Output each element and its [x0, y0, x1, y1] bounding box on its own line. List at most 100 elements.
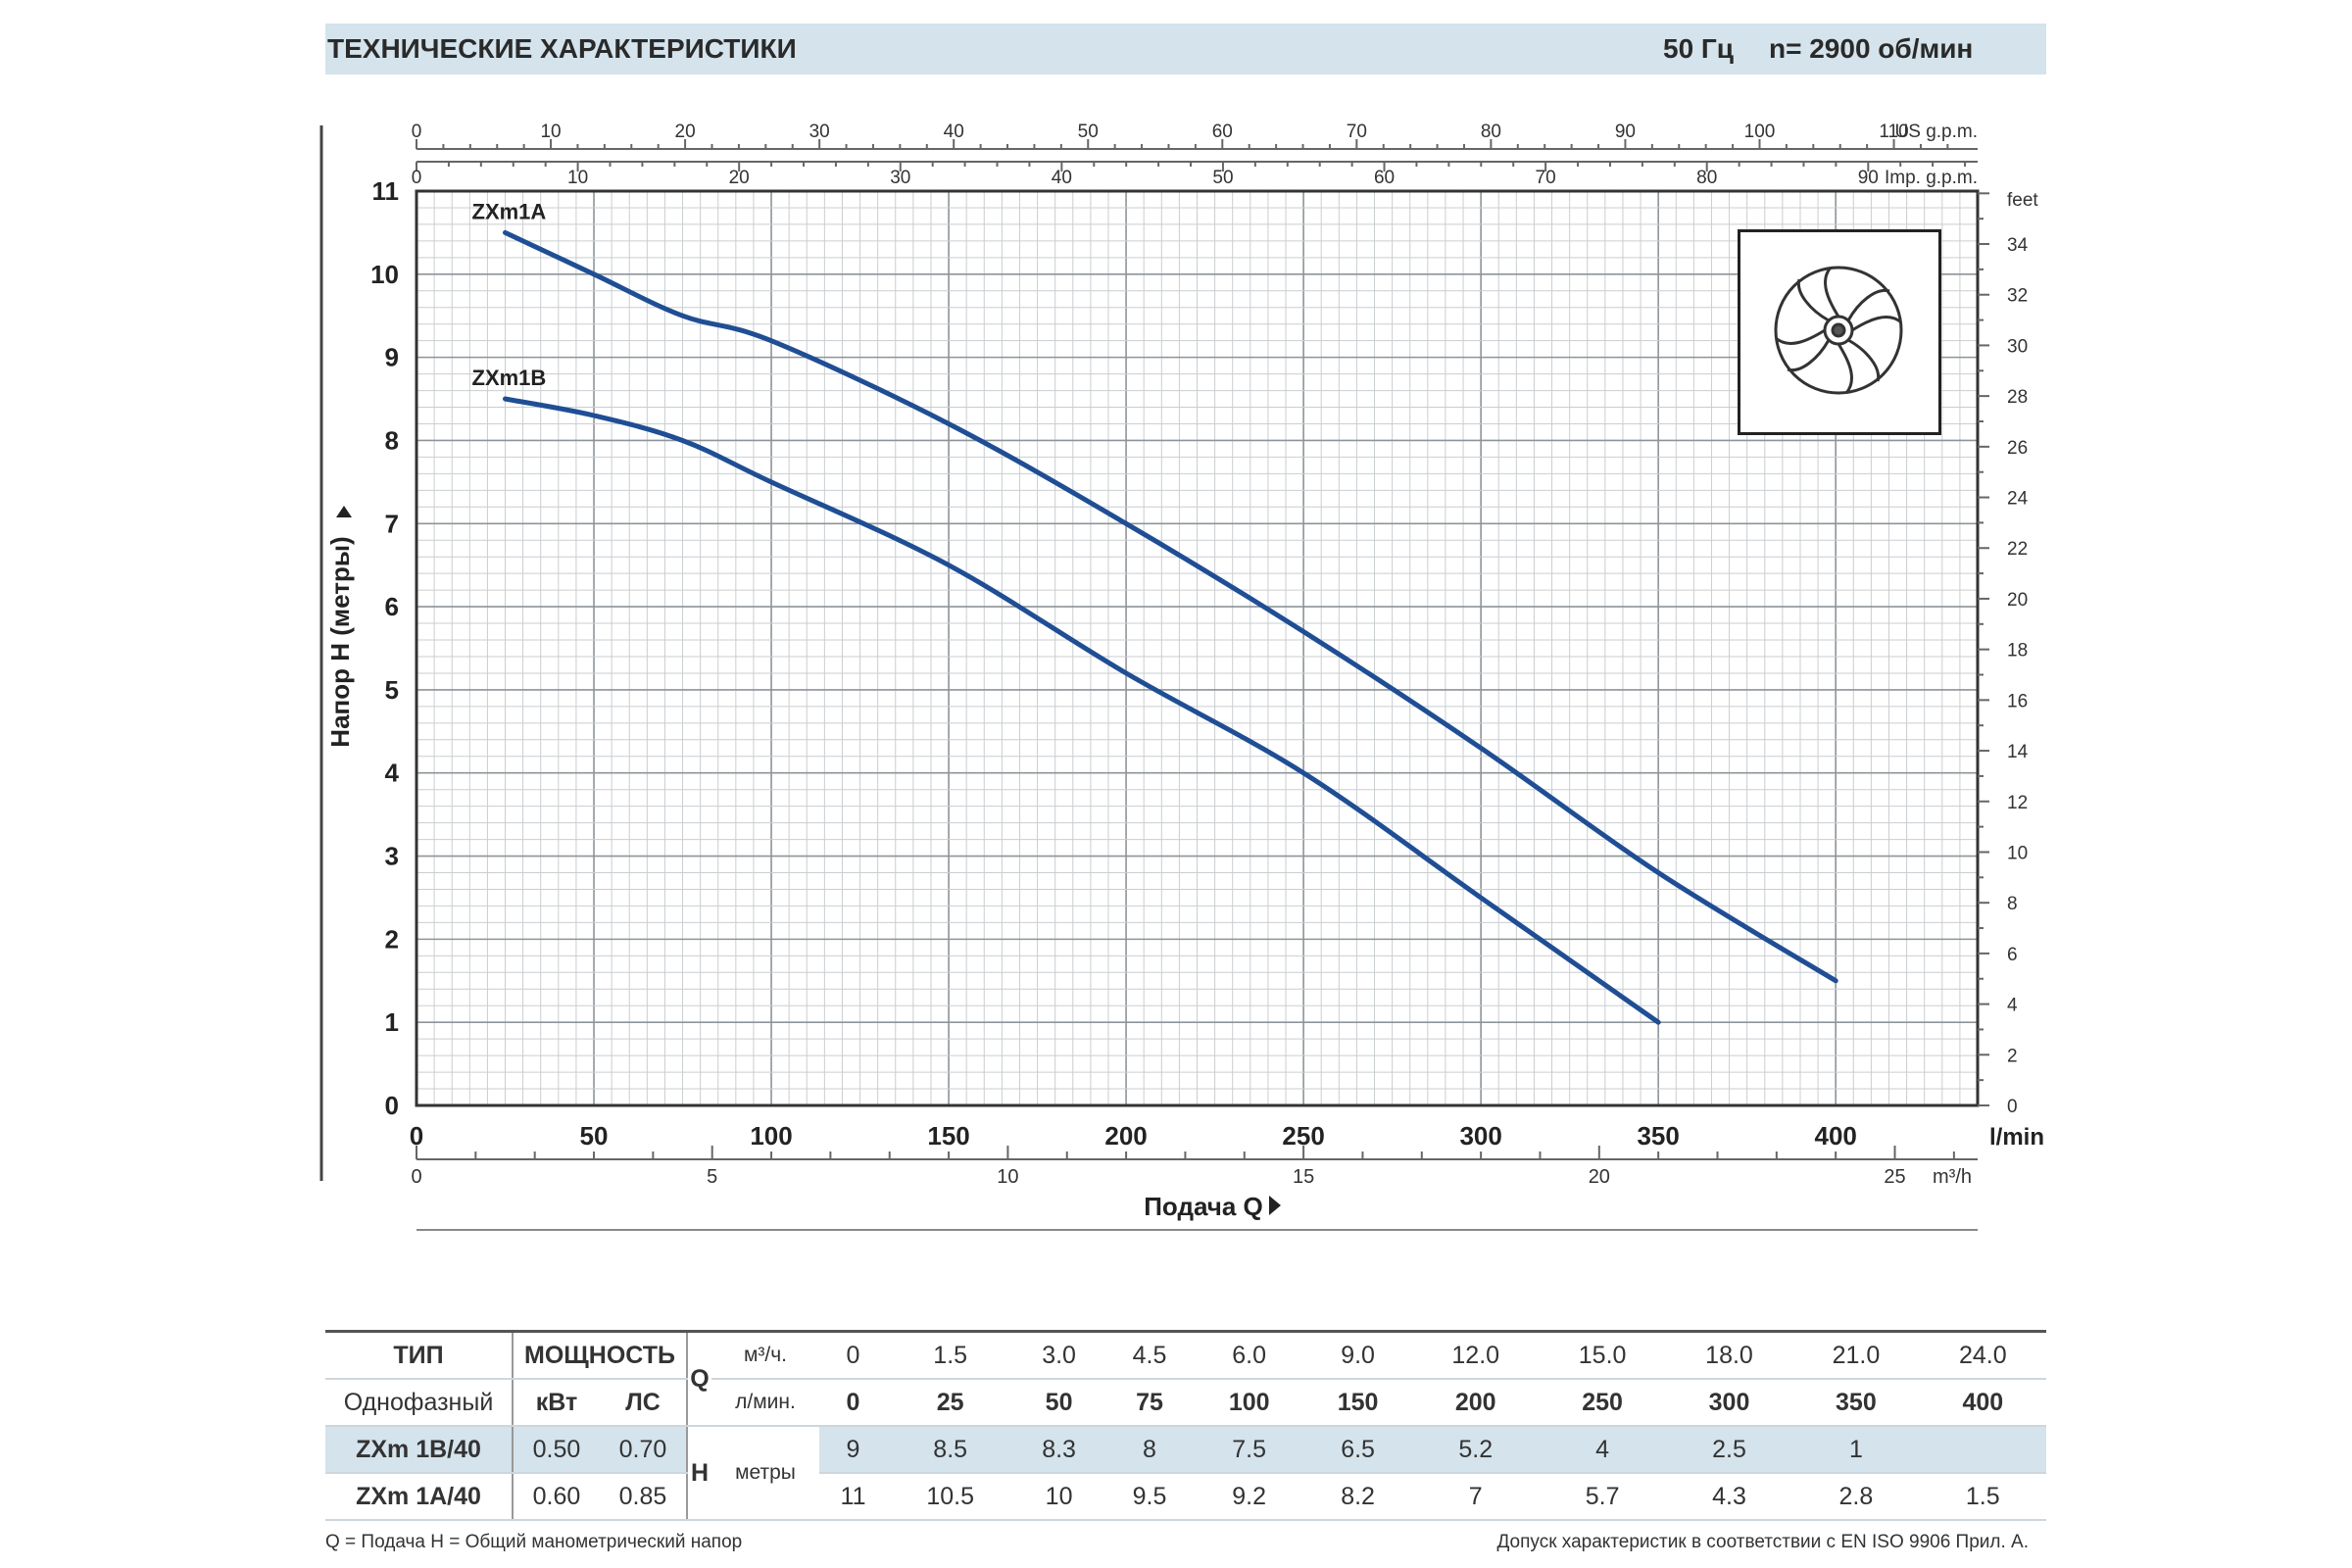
header-speed: n= 2900 об/мин	[1769, 33, 1974, 64]
x-tick-label: 250	[1282, 1121, 1324, 1151]
m3h-tick-label: 15	[1293, 1166, 1314, 1188]
y-tick-label: 0	[385, 1091, 399, 1120]
m3h-label: м³/ч.	[711, 1330, 819, 1380]
feet-tick-label: 30	[2007, 336, 2028, 357]
lmin-value: 400	[1919, 1379, 2046, 1427]
head-value: 10.5	[886, 1473, 1014, 1521]
head-value: 7	[1412, 1473, 1540, 1521]
lmin-value: 300	[1665, 1379, 1793, 1427]
feet-tick-label: 34	[2007, 235, 2029, 256]
hp-label: ЛС	[600, 1379, 687, 1427]
x-tick-label: 50	[580, 1121, 609, 1151]
m3h-value: 3.0	[1013, 1330, 1104, 1380]
head-value: 11	[819, 1473, 887, 1521]
m3h-value: 0	[819, 1330, 887, 1380]
head-value: 9.2	[1195, 1473, 1304, 1521]
kw-label: кВт	[512, 1379, 600, 1427]
lmin-value: 100	[1195, 1379, 1304, 1427]
phase-label: Однофазный	[325, 1379, 513, 1427]
x-tick-label: 150	[927, 1121, 969, 1151]
head-value: 9.5	[1103, 1473, 1196, 1521]
impgpm-tick-label: 20	[729, 168, 750, 188]
m3h-unit-label: m³/h	[1933, 1166, 1972, 1188]
usgpm-tick-label: 40	[944, 122, 964, 142]
feet-tick-label: 28	[2007, 387, 2028, 408]
impgpm-tick-label: 90	[1858, 168, 1879, 188]
usgpm-tick-label: 60	[1212, 122, 1233, 142]
usgpm-unit-label: US g.p.m.	[1895, 122, 1978, 142]
head-value	[1919, 1426, 2046, 1474]
series-line-ZXm1B	[503, 396, 1661, 1025]
head-value: 9	[819, 1426, 887, 1474]
feet-tick-label: 2	[2007, 1046, 2018, 1066]
feet-tick-label: 32	[2007, 286, 2028, 307]
usgpm-tick-label: 100	[1744, 122, 1776, 142]
spec-table: ТИП МОЩНОСТЬ Q м³/ч. 0 1.5 3.0 4.5 6.0 9…	[325, 1330, 2046, 1521]
feet-tick-label: 20	[2007, 590, 2028, 611]
feet-tick-label: 12	[2007, 793, 2028, 813]
y-tick-label: 3	[385, 842, 399, 871]
head-value: 8	[1103, 1426, 1196, 1474]
head-value: 5.7	[1539, 1473, 1666, 1521]
model-hp: 0.70	[600, 1426, 687, 1474]
impeller-image	[1738, 229, 1941, 435]
feet-tick-label: 0	[2007, 1097, 2018, 1117]
footer-tolerance: Допуск характеристик в соответствии с EN…	[1496, 1532, 2029, 1552]
head-value: 8.2	[1303, 1473, 1413, 1521]
usgpm-tick-label: 0	[412, 122, 422, 142]
lmin-value: 50	[1013, 1379, 1104, 1427]
m3h-value: 24.0	[1919, 1330, 2046, 1380]
feet-tick-label: 16	[2007, 691, 2028, 711]
lmin-value: 200	[1412, 1379, 1540, 1427]
plot-border	[415, 189, 1980, 1107]
impgpm-tick-label: 50	[1212, 168, 1233, 188]
feet-tick-label: 10	[2007, 843, 2028, 863]
head-value: 10	[1013, 1473, 1104, 1521]
m3h-value: 9.0	[1303, 1330, 1413, 1380]
lmin-value: 350	[1792, 1379, 1920, 1427]
x-unit-label: l/min	[1989, 1124, 2044, 1151]
x-tick-label: 350	[1637, 1121, 1679, 1151]
feet-tick-label: 8	[2007, 894, 2018, 914]
head-value: 8.5	[886, 1426, 1014, 1474]
power-label: МОЩНОСТЬ	[512, 1330, 687, 1380]
y-tick-label: 10	[370, 260, 399, 289]
header-title: ТЕХНИЧЕСКИЕ ХАРАКТЕРИСТИКИ	[327, 33, 797, 64]
lmin-value: 150	[1303, 1379, 1413, 1427]
x-tick-label: 200	[1104, 1121, 1147, 1151]
y-tick-label: 1	[385, 1007, 399, 1037]
head-value: 7.5	[1195, 1426, 1304, 1474]
m3h-value: 12.0	[1412, 1330, 1540, 1380]
feet-tick-label: 14	[2007, 742, 2029, 762]
m3h-tick-label: 0	[411, 1166, 421, 1188]
m3h-tick-label: 25	[1884, 1166, 1905, 1188]
x-axis-label: Подача Q	[1144, 1192, 1263, 1221]
impgpm-tick-label: 70	[1536, 168, 1556, 188]
impeller-icon	[1774, 266, 1903, 395]
x-tick-label: 300	[1459, 1121, 1501, 1151]
feet-unit-label: feet	[2007, 190, 2038, 211]
feet-tick-label: 22	[2007, 539, 2028, 560]
impgpm-tick-label: 60	[1374, 168, 1395, 188]
usgpm-tick-label: 10	[540, 122, 561, 142]
lmin-value: 250	[1539, 1379, 1666, 1427]
head-value: 1	[1792, 1426, 1920, 1474]
h-label: H	[686, 1426, 711, 1521]
y-axis-label: Напор H (метры)	[325, 536, 355, 747]
impgpm-tick-label: 10	[567, 168, 588, 188]
usgpm-tick-label: 80	[1481, 122, 1501, 142]
model-hp: 0.85	[600, 1473, 687, 1521]
m3h-tick-label: 10	[997, 1166, 1018, 1188]
lmin-label: л/мин.	[711, 1379, 819, 1427]
head-value: 4.3	[1665, 1473, 1793, 1521]
head-value: 2.5	[1665, 1426, 1793, 1474]
header-bar: ТЕХНИЧЕСКИЕ ХАРАКТЕРИСТИКИ 50 Гц n= 2900…	[325, 24, 2046, 74]
y-tick-label: 8	[385, 425, 399, 455]
usgpm-tick-label: 70	[1347, 122, 1367, 142]
m3h-value: 6.0	[1195, 1330, 1304, 1380]
footer-legend: Q = Подача H = Общий манометрический нап…	[325, 1532, 743, 1552]
y-tick-label: 5	[385, 675, 399, 705]
m3h-value: 21.0	[1792, 1330, 1920, 1380]
head-value: 1.5	[1919, 1473, 2046, 1521]
